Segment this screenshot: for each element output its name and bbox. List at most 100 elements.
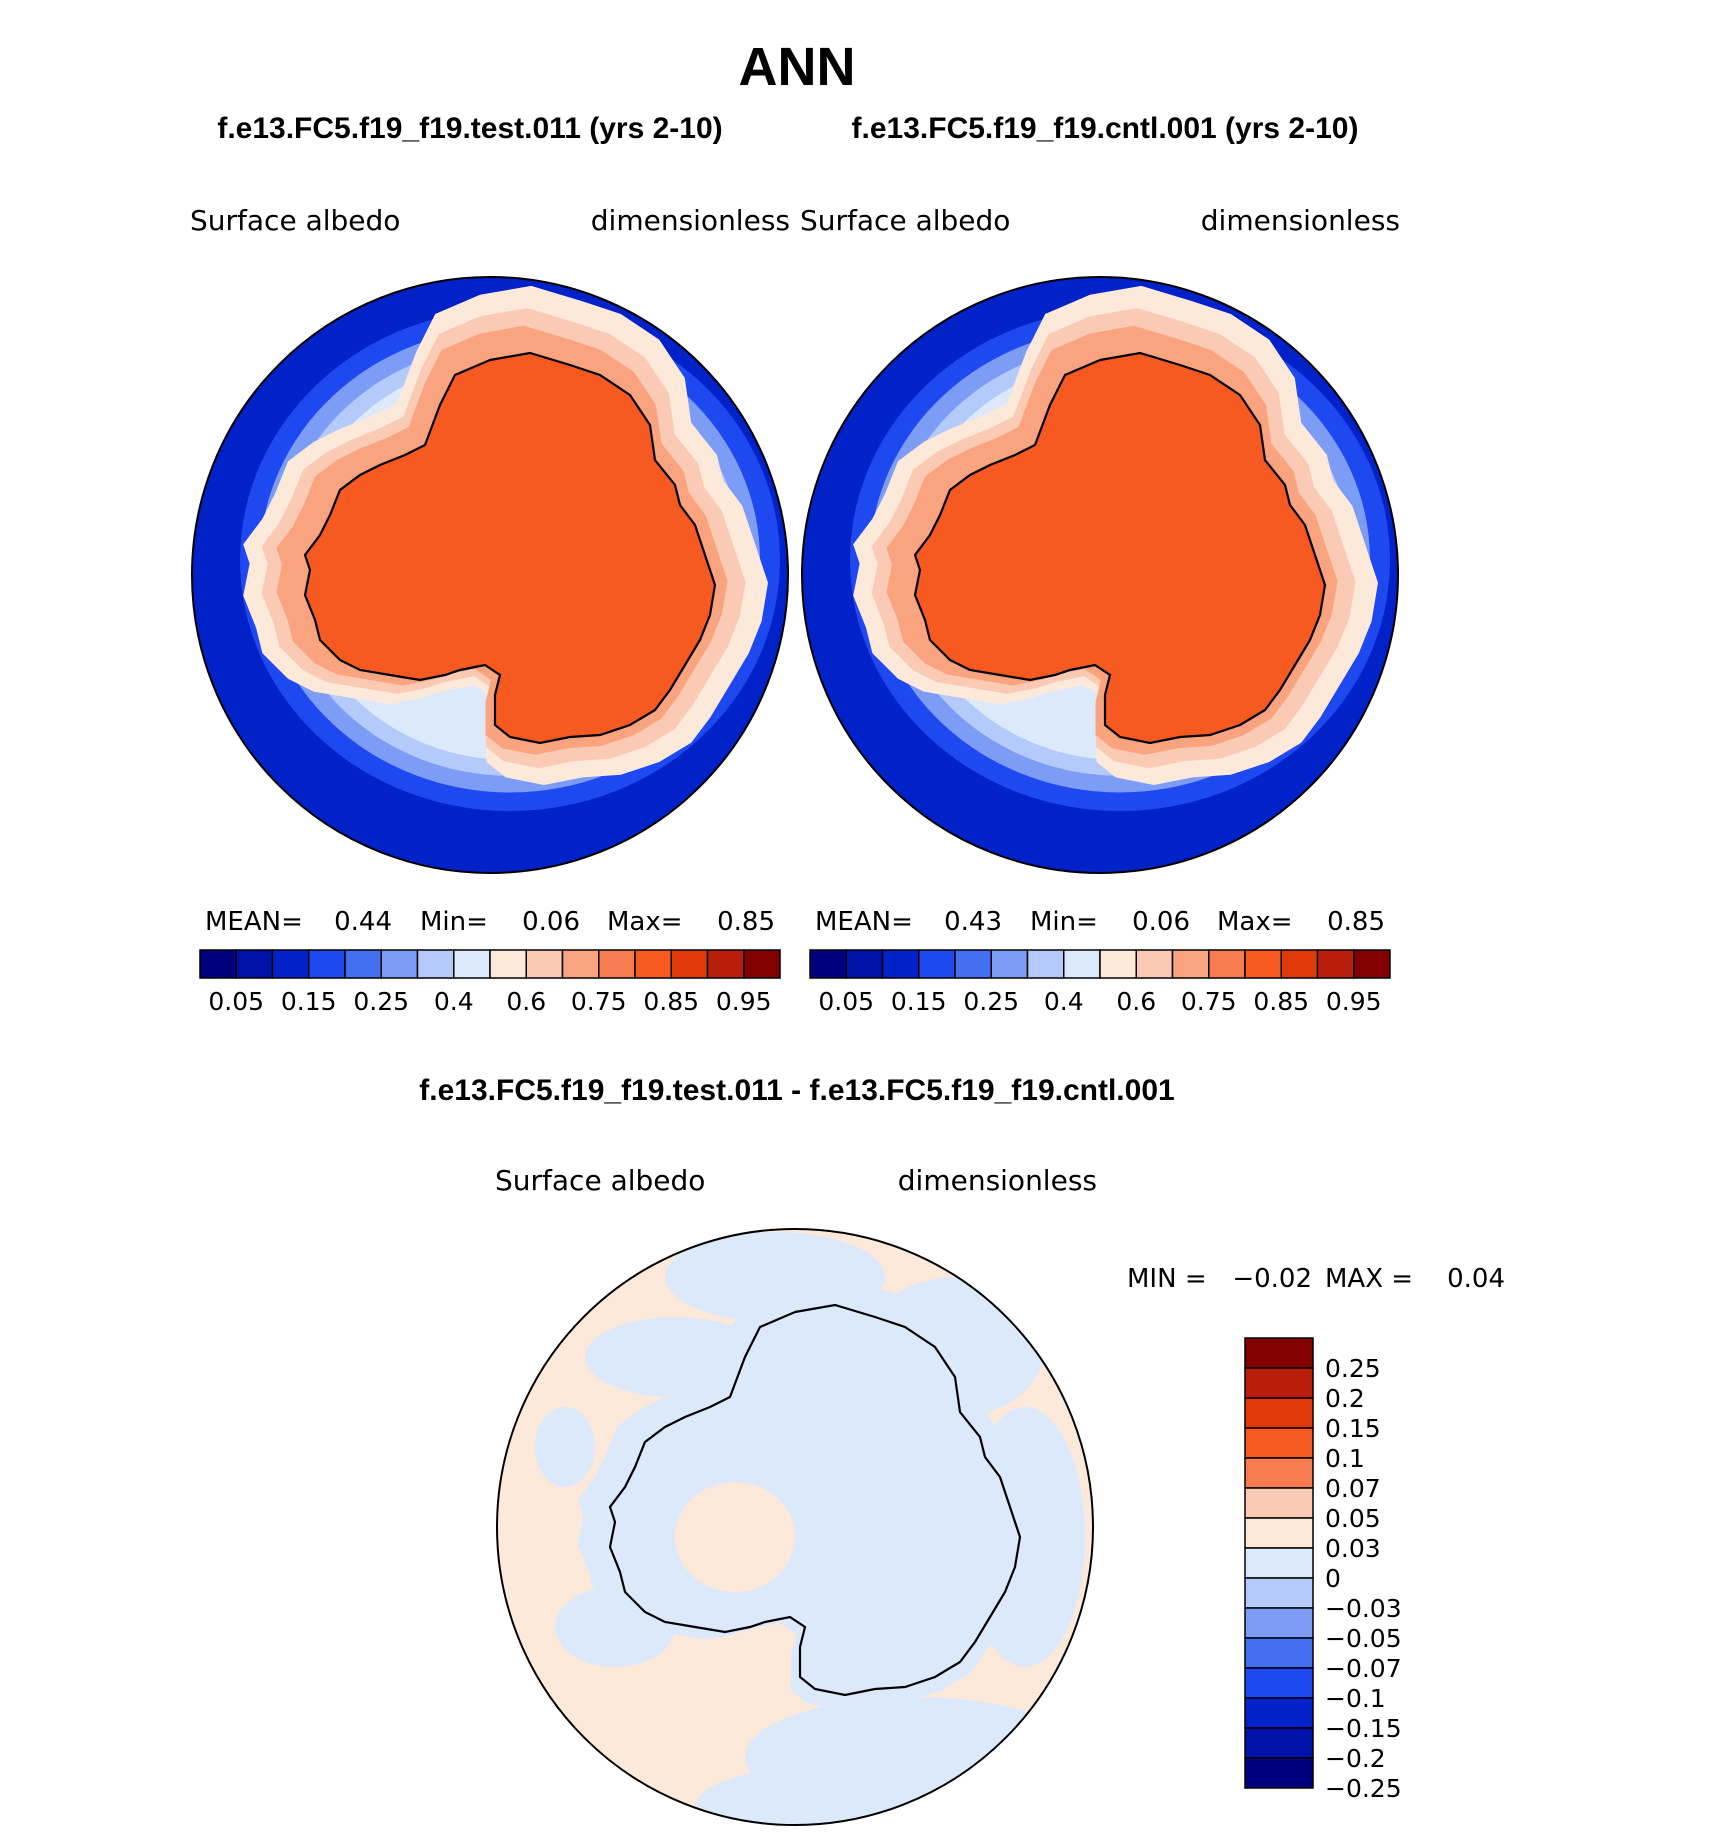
colorbar-swatch	[1244, 1337, 1314, 1369]
panel-cntl: f.e13.FC5.f19_f19.cntl.001 (yrs 2-10) Su…	[800, 112, 1400, 1016]
albedo-field-test	[192, 277, 788, 873]
stats-line-test: MEAN= 0.44 Min= 0.06 Max= 0.85	[205, 907, 775, 937]
colorbar-tick-label: 0.15	[891, 987, 947, 1016]
colorbar-swatch	[1244, 1427, 1314, 1459]
colorbar-test: 0.05 0.15 0.25 0.4 0.6 0.75 0.85 0.95	[199, 949, 781, 1016]
map-boundary	[496, 1228, 1094, 1826]
colorbar-swatch	[706, 949, 745, 979]
colorbar-tick-label: 0.25	[353, 987, 409, 1016]
figure-title: ANN	[739, 37, 856, 97]
colorbar-swatch	[308, 949, 346, 979]
colorbar-tick-label: −0.25	[1325, 1774, 1402, 1803]
colorbar-swatch	[1171, 949, 1210, 979]
polar-map-cntl	[801, 276, 1399, 874]
max-value: 0.85	[717, 907, 775, 937]
colorbar-swatch	[344, 949, 382, 979]
colorbar-swatch	[743, 949, 781, 979]
colorbar-swatch	[561, 949, 600, 979]
units-label-test: dimensionless	[591, 204, 790, 237]
colorbar-swatch	[598, 949, 636, 979]
colorbar-swatch	[1280, 949, 1319, 979]
diff-minmax: MIN = −0.02 MAX = 0.04	[1127, 1264, 1505, 1294]
colorbar-tick-label: 0.15	[281, 987, 337, 1016]
colorbar-swatch	[1244, 1637, 1314, 1669]
min-label: Min=	[1030, 907, 1098, 937]
colorbar-tick-label: 0.07	[1325, 1474, 1381, 1503]
diff-min-label: MIN =	[1127, 1264, 1207, 1294]
colorbar-swatch	[1244, 1667, 1314, 1699]
mean-value: 0.44	[334, 907, 392, 937]
colorbar-tick-label: −0.15	[1325, 1714, 1402, 1743]
units-label-diff: dimensionless	[898, 1164, 1097, 1197]
colorbar-swatch	[634, 949, 672, 979]
negative-anomaly-region	[695, 1767, 935, 1825]
colorbar-swatch	[1244, 1697, 1314, 1729]
case-title-test: f.e13.FC5.f19_f19.test.011 (yrs 2-10)	[217, 112, 722, 145]
map-boundary	[191, 276, 789, 874]
colorbar-swatch	[416, 949, 455, 979]
units-label-cntl: dimensionless	[1201, 204, 1400, 237]
colorbar-tick-label: 0.05	[1325, 1504, 1381, 1533]
colorbar-swatch	[235, 949, 274, 979]
colorbar-swatch	[1244, 1457, 1314, 1489]
colorbar-swatch	[918, 949, 956, 979]
colorbar-swatch	[1244, 1517, 1314, 1549]
variable-label-test: Surface albedo	[190, 204, 400, 237]
colorbar-cntl: 0.05 0.15 0.25 0.4 0.6 0.75 0.85 0.95	[809, 949, 1391, 1016]
colorbar-tick-label: 0.85	[1253, 987, 1309, 1016]
colorbar-swatch	[489, 949, 527, 979]
panel-test: f.e13.FC5.f19_f19.test.011 (yrs 2-10) Su…	[190, 112, 790, 1016]
colorbar-swatch	[1244, 1397, 1314, 1429]
colorbar-tick-label: 0.15	[1325, 1414, 1381, 1443]
colorbar-tick-label: 0.75	[571, 987, 627, 1016]
colorbar-swatch	[525, 949, 564, 979]
diff-max-value: 0.04	[1447, 1264, 1505, 1294]
colorbar-swatch	[1244, 1367, 1314, 1399]
colorbar-swatch	[990, 949, 1029, 979]
colorbar-tick-label: 0.95	[1326, 987, 1382, 1016]
colorbar-swatch	[1244, 1727, 1314, 1759]
colorbar-swatch	[809, 949, 847, 979]
colorbar-swatch	[845, 949, 884, 979]
colorbar-tick-label: 0.25	[963, 987, 1019, 1016]
max-value: 0.85	[1327, 907, 1385, 937]
colorbar-swatch	[1135, 949, 1174, 979]
colorbar-tick-label: 0.03	[1325, 1534, 1381, 1563]
min-label: Min=	[420, 907, 488, 937]
colorbar-tick-label: 0.6	[1116, 987, 1156, 1016]
min-value: 0.06	[522, 907, 580, 937]
case-title-cntl: f.e13.FC5.f19_f19.cntl.001 (yrs 2-10)	[852, 112, 1359, 145]
colorbar-swatch	[1099, 949, 1137, 979]
colorbar-tick-label: 0.4	[1044, 987, 1084, 1016]
diff-min-value: −0.02	[1232, 1264, 1312, 1294]
colorbar-swatch	[1208, 949, 1246, 979]
colorbar-tick-label: 0.4	[434, 987, 474, 1016]
colorbar-tick-label: −0.1	[1325, 1684, 1386, 1713]
colorbar-swatch	[453, 949, 491, 979]
panel-difference: f.e13.FC5.f19_f19.test.011 - f.e13.FC5.f…	[419, 1074, 1505, 1826]
colorbar-swatch	[1353, 949, 1391, 979]
colorbar-tick-label: 0.6	[506, 987, 546, 1016]
colorbar-tick-label: −0.03	[1325, 1594, 1402, 1623]
mean-label: MEAN=	[815, 907, 913, 937]
variable-label-diff: Surface albedo	[495, 1164, 705, 1197]
albedo-field-cntl	[802, 277, 1398, 873]
positive-anomaly-region	[675, 1482, 795, 1592]
negative-anomaly-region	[535, 1407, 595, 1487]
colorbar-swatch	[271, 949, 310, 979]
colorbar-tick-label: 0.05	[818, 987, 874, 1016]
colorbar-swatch	[380, 949, 419, 979]
colorbar-tick-label: −0.2	[1325, 1744, 1386, 1773]
colorbar-difference: 0.250.20.150.10.070.050.030−0.03−0.05−0.…	[1244, 1337, 1402, 1803]
colorbar-tick-label: 0.05	[208, 987, 264, 1016]
colorbar-tick-label: 0.75	[1181, 987, 1237, 1016]
colorbar-tick-label: 0	[1325, 1564, 1341, 1593]
colorbar-swatch	[1244, 1487, 1314, 1519]
colorbar-swatch	[1244, 949, 1282, 979]
colorbar-tick-label: −0.07	[1325, 1654, 1402, 1683]
colorbar-tick-label: 0.1	[1325, 1444, 1365, 1473]
map-boundary	[801, 276, 1399, 874]
polar-map-difference	[496, 1228, 1094, 1826]
colorbar-swatch	[1244, 1547, 1314, 1579]
